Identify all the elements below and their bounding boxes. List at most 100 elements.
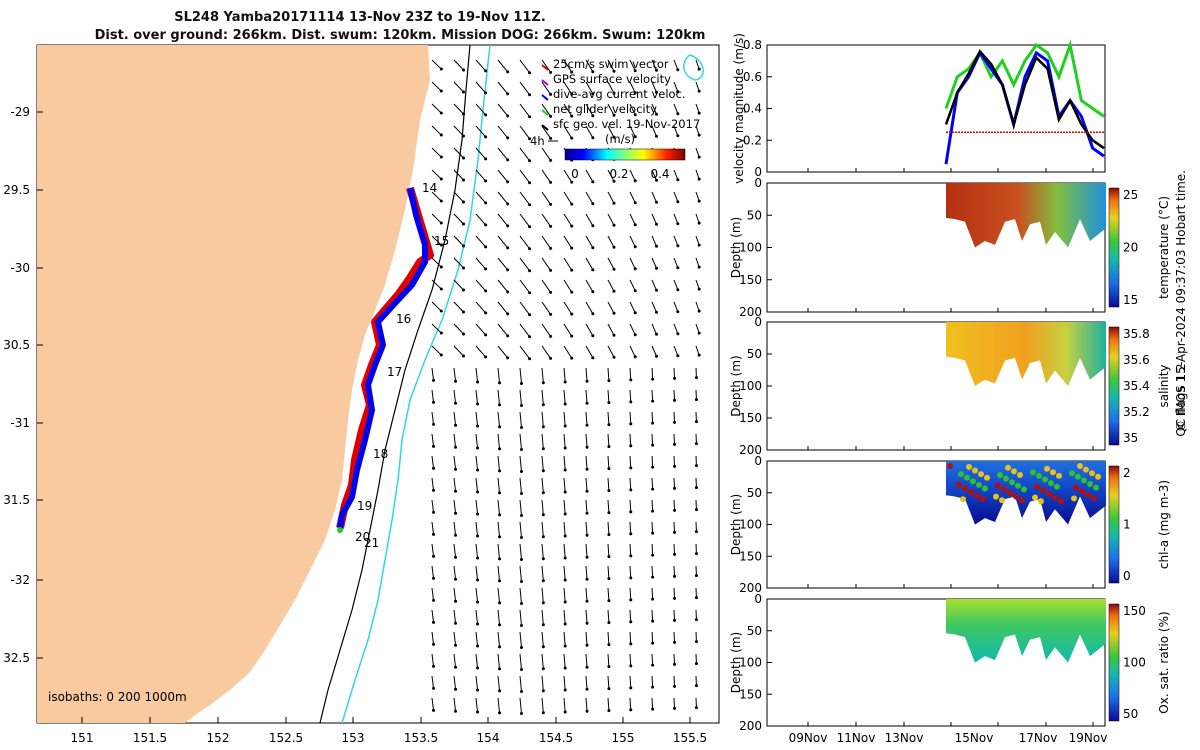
colorbar-tick: 35.4 <box>1123 379 1150 393</box>
day-label: 15 <box>434 234 449 248</box>
legend-swatch <box>541 109 549 116</box>
chla-point <box>962 485 968 492</box>
chla-point <box>982 485 988 492</box>
chla-point <box>1077 463 1083 469</box>
day-label: 16 <box>396 312 411 326</box>
depth-tick: 200 <box>739 443 762 457</box>
lat-tick-label: -29 <box>10 105 30 119</box>
time-tick-label: 11Nov <box>837 731 876 745</box>
lat-tick-label: 30.5 <box>3 338 30 352</box>
chla-point <box>1048 480 1054 487</box>
chla-point <box>980 496 986 503</box>
depth-tick: 100 <box>739 656 762 670</box>
chla-point <box>1087 481 1093 487</box>
colorbar-tick: 100 <box>1123 656 1146 670</box>
time-tick-label: 13Nov <box>885 731 924 745</box>
colorbar-tick: 0 <box>571 167 579 181</box>
chla-point <box>958 471 964 478</box>
chla-point <box>1017 472 1023 478</box>
title-line-1: SL248 Yamba20171114 13-Nov 23Z to 19-Nov… <box>174 10 546 25</box>
chla-point <box>1079 488 1085 495</box>
lon-tick-label: 152 <box>207 731 230 745</box>
chla-point <box>1007 490 1013 496</box>
colorbar-unit: (m/s) <box>605 132 635 146</box>
chla-point <box>1044 465 1050 472</box>
lat-tick-label: 31.5 <box>3 493 30 507</box>
colorbar-tick: 50 <box>1123 707 1138 721</box>
chla-point <box>1019 497 1025 504</box>
chla-point <box>997 472 1003 478</box>
colorbar-tick: 35.8 <box>1123 327 1150 341</box>
chla-point <box>1011 468 1017 475</box>
vector-scale-label: 4h <box>530 134 545 148</box>
colorbar-oxygen <box>1108 603 1120 722</box>
chla-point <box>1034 483 1040 490</box>
lat-tick-label: -31 <box>10 416 30 430</box>
legend-swatch <box>541 79 549 86</box>
depth-tick: 0 <box>754 454 762 468</box>
lon-tick-label: 153.5 <box>404 731 438 745</box>
time-tick-label: 17Nov <box>1019 731 1058 745</box>
chla-point <box>1046 490 1052 497</box>
land <box>37 45 430 723</box>
panel-salinity: 0 50 100 150 200 Depth (m) 35.8 35.6 35.4 35.2 35 s… <box>729 315 1171 457</box>
depth-tick: 100 <box>739 241 762 255</box>
lon-tick-label: 154 <box>477 731 500 745</box>
isobath-1000-loop <box>683 54 704 81</box>
chla-point <box>974 492 980 499</box>
legend-entry: 25cm/s swim vector <box>553 57 669 71</box>
depth-tick: 150 <box>739 687 762 701</box>
lat-tick-label: 32.5 <box>3 651 30 665</box>
time-tick-label: 15Nov <box>955 731 994 745</box>
isobath-1000 <box>341 44 491 724</box>
time-tick-label: 09Nov <box>789 731 828 745</box>
profile-salinity <box>946 322 1106 386</box>
depth-tick: 100 <box>739 518 762 532</box>
depth-ylabel: Depth (m) <box>729 632 743 693</box>
panel-chla: 0 50 100 150 200 Depth (m) 2 1 0 chl-a (mg m-3) <box>729 454 1171 595</box>
depth-tick: 50 <box>747 486 762 500</box>
chla-point <box>1015 482 1021 489</box>
chla-point <box>972 467 978 474</box>
series-smoothed <box>944 49 1105 150</box>
chla-point <box>1005 464 1011 471</box>
chla-point <box>1093 484 1099 491</box>
chla-point <box>1089 470 1095 477</box>
depth-tick: 150 <box>739 273 762 287</box>
colorbar-tick: 0.2 <box>609 167 628 181</box>
chla-point <box>1073 484 1079 491</box>
colorbar-tick: 25 <box>1123 188 1138 202</box>
depth-tick: 50 <box>747 208 762 222</box>
colorbar-salinity <box>1108 326 1120 446</box>
chla-point <box>1036 472 1042 479</box>
speed-colorbar <box>564 148 686 161</box>
colorbar-tick: 0.4 <box>650 167 669 181</box>
colorbar-tick: 20 <box>1123 241 1138 255</box>
colorbar-tick: 15 <box>1123 293 1138 307</box>
chla-point <box>956 481 962 488</box>
colorbar-tick: 150 <box>1123 604 1146 618</box>
depth-tick: 100 <box>739 379 762 393</box>
velocity-tick: 0.2 <box>743 133 762 147</box>
lon-tick-label: 152.5 <box>269 731 303 745</box>
colorbar-label-temperature: temperature (°C) <box>1157 196 1171 299</box>
chla-point <box>1054 483 1060 490</box>
lat-ticks: -29 29.5 -30 30.5 -31 31.5 -32 32.5 <box>3 105 43 665</box>
chla-point <box>1091 495 1097 502</box>
lat-tick-label: -32 <box>10 573 30 587</box>
chla-point <box>1083 466 1089 473</box>
legend-swatch <box>541 64 549 71</box>
depth-ylabel: Depth (m) <box>729 355 743 416</box>
depth-tick: 50 <box>747 347 762 361</box>
right-panels: 0.8 0.6 0.4 0.2 0 velocity magnitude (m/s) 0 50… <box>729 33 1171 745</box>
panel-temperature: 0 50 100 150 200 Depth (m) 25 20 15 temperature (… <box>729 176 1171 319</box>
velocity-tick: 0.8 <box>743 38 762 52</box>
lon-tick-label: 151.5 <box>133 731 167 745</box>
chla-point <box>960 496 966 503</box>
depth-tick: 150 <box>739 549 762 563</box>
depth-tick: 0 <box>754 592 762 606</box>
